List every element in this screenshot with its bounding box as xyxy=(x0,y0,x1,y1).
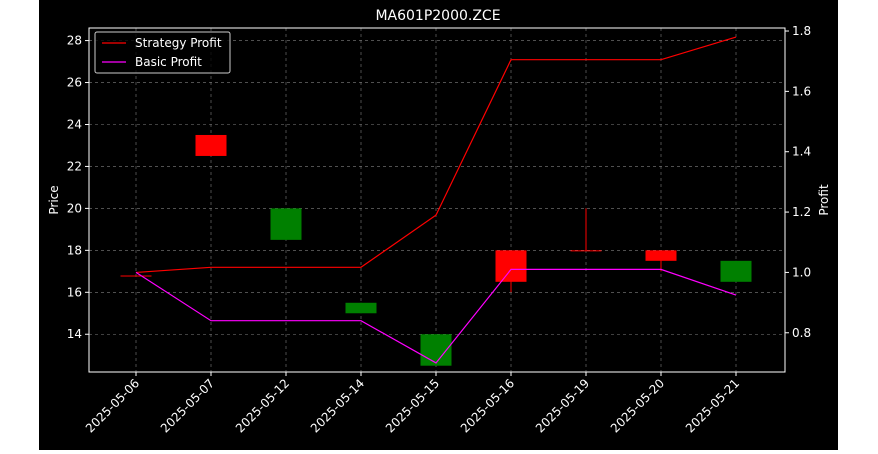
x-axis-ticks: 2025-05-06 2025-05-07 2025-05-12 2025-05-14… xyxy=(83,372,742,435)
chart-svg: MA601P2000.ZCE 14 16 18 20 22 24 26 28 0.8 1.0 1.… xyxy=(47,8,831,435)
legend-label-basic: Basic Profit xyxy=(135,55,202,69)
candle-body xyxy=(345,302,377,314)
candle-body xyxy=(720,260,752,282)
x-tick-label: 2025-05-14 xyxy=(308,376,367,435)
left-tick-label: 26 xyxy=(67,76,82,90)
candle-body xyxy=(570,250,602,252)
left-axis-ticks: 14 16 18 20 22 24 26 28 xyxy=(67,34,89,341)
x-tick-label: 2025-05-20 xyxy=(608,376,667,435)
x-tick-label: 2025-05-19 xyxy=(533,376,592,435)
left-tick-label: 24 xyxy=(67,117,82,131)
x-tick-label: 2025-05-21 xyxy=(683,376,742,435)
grid-lines xyxy=(89,28,785,372)
candlesticks xyxy=(120,134,752,366)
candle-body xyxy=(270,208,302,240)
x-tick-label: 2025-05-16 xyxy=(458,376,517,435)
left-tick-label: 28 xyxy=(67,34,82,48)
right-tick-label: 1.6 xyxy=(792,84,811,98)
right-tick-label: 1.8 xyxy=(792,24,811,38)
strategy-profit-line xyxy=(135,36,737,274)
right-axis-ticks: 0.8 1.0 1.2 1.4 1.6 1.8 xyxy=(785,24,811,340)
basic-profit-line xyxy=(135,268,737,364)
legend-box xyxy=(94,31,231,74)
candle-body xyxy=(120,275,152,277)
right-tick-label: 1.4 xyxy=(792,145,811,159)
profit-lines xyxy=(135,36,737,364)
left-tick-label: 14 xyxy=(67,327,82,341)
legend-label-strategy: Strategy Profit xyxy=(135,36,222,50)
candle-body xyxy=(645,250,677,261)
left-tick-label: 22 xyxy=(67,159,82,173)
left-tick-label: 20 xyxy=(67,201,82,215)
candle-body xyxy=(195,134,227,156)
y-axis-label-right: Profit xyxy=(817,184,831,216)
x-tick-label: 2025-05-07 xyxy=(158,376,217,435)
y-axis-label-left: Price xyxy=(47,185,61,214)
x-tick-label: 2025-05-12 xyxy=(233,376,292,435)
legend: Strategy Profit Basic Profit xyxy=(94,31,231,74)
right-tick-label: 1.2 xyxy=(792,205,811,219)
chart-title: MA601P2000.ZCE xyxy=(375,8,500,24)
x-tick-label: 2025-05-15 xyxy=(383,376,442,435)
chart-figure: MA601P2000.ZCE 14 16 18 20 22 24 26 28 0.8 1.0 1.… xyxy=(39,0,838,450)
candle-body xyxy=(495,250,527,282)
right-tick-label: 1.0 xyxy=(792,265,811,279)
left-tick-label: 16 xyxy=(67,285,82,299)
right-tick-label: 0.8 xyxy=(792,326,811,340)
x-tick-label: 2025-05-06 xyxy=(83,376,142,435)
plot-frame xyxy=(88,27,786,373)
left-tick-label: 18 xyxy=(67,243,82,257)
